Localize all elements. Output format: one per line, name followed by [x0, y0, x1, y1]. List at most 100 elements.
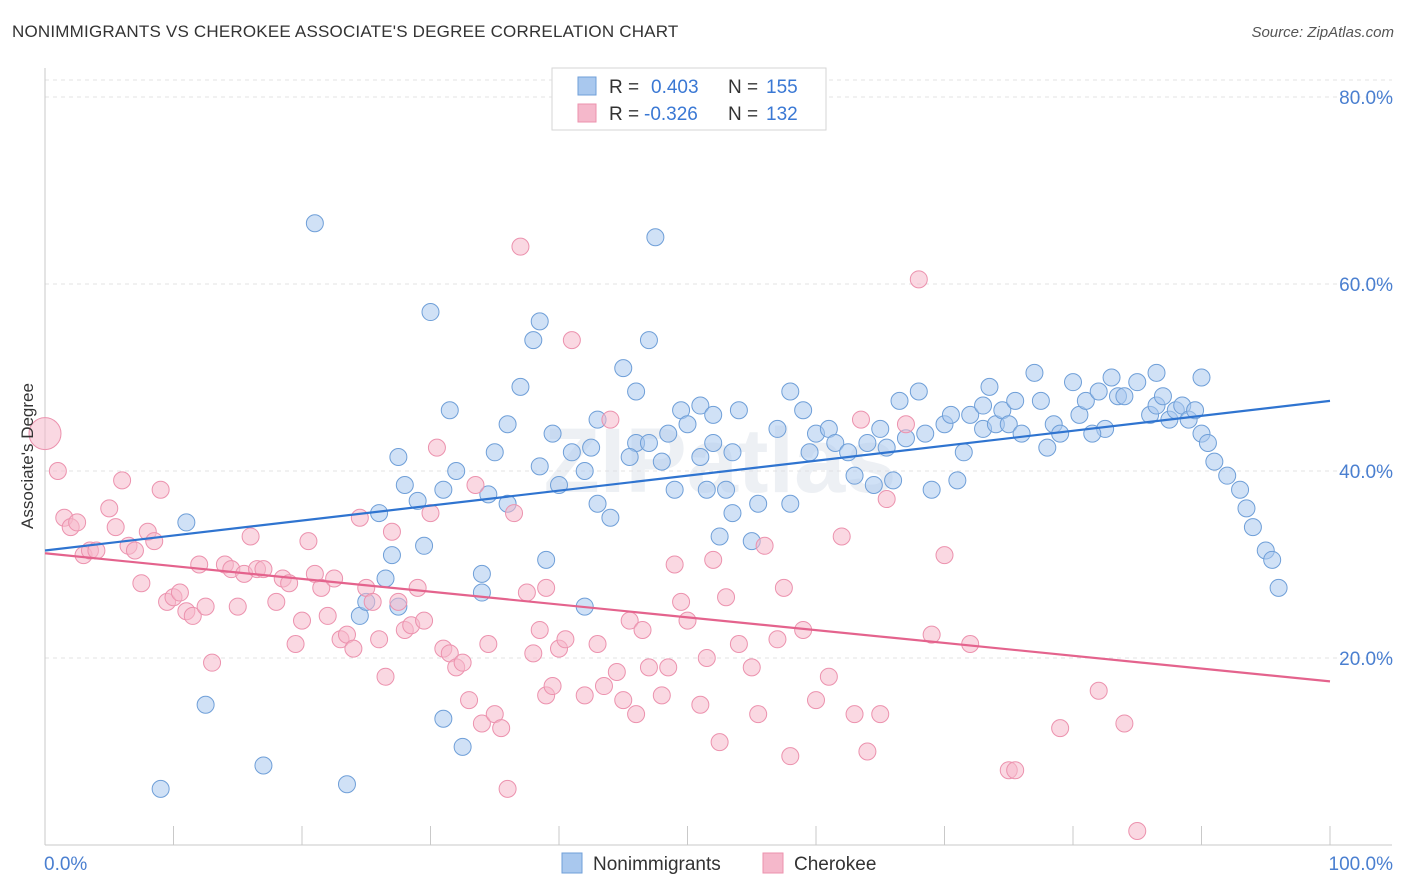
- point-nonimmigrants: [871, 419, 890, 438]
- point-nonimmigrants: [948, 471, 967, 490]
- point-nonimmigrants: [704, 405, 723, 424]
- point-nonimmigrants: [858, 433, 877, 452]
- point-cherokee: [113, 471, 132, 490]
- point-nonimmigrants: [723, 443, 742, 462]
- y-tick-labels: 20.0% 40.0% 60.0% 80.0%: [1339, 88, 1393, 670]
- point-cherokee: [293, 611, 311, 630]
- point-nonimmigrants: [729, 401, 748, 420]
- point-cherokee: [543, 677, 562, 696]
- chart-title: NONIMMIGRANTS VS CHEROKEE ASSOCIATE'S DE…: [12, 22, 679, 41]
- point-cherokee: [652, 686, 671, 705]
- point-nonimmigrants: [395, 476, 414, 495]
- point-nonimmigrants: [562, 443, 581, 462]
- x-tick-labels: 0.0% 100.0%: [44, 854, 1393, 875]
- point-cherokee: [1051, 719, 1070, 738]
- point-nonimmigrants: [382, 546, 401, 565]
- point-nonimmigrants: [652, 452, 671, 471]
- legend-label-cherokee: Cherokee: [794, 854, 876, 875]
- point-cherokee: [922, 625, 941, 644]
- point-nonimmigrants: [941, 405, 960, 424]
- point-cherokee: [704, 550, 723, 569]
- point-nonimmigrants: [582, 438, 601, 457]
- point-cherokee: [132, 574, 151, 593]
- point-cherokee: [299, 532, 318, 551]
- point-cherokee: [1006, 761, 1025, 780]
- point-cherokee: [601, 410, 620, 429]
- point-nonimmigrants: [588, 494, 607, 513]
- legend-swatch-nonimmigrants: [561, 852, 583, 874]
- point-nonimmigrants: [530, 457, 549, 476]
- axes: [44, 68, 1392, 846]
- point-nonimmigrants: [704, 433, 723, 452]
- point-cherokee: [607, 663, 626, 682]
- point-cherokee: [286, 634, 305, 653]
- point-nonimmigrants: [1038, 438, 1057, 457]
- point-cherokee: [819, 667, 838, 686]
- legend-r-label: R =: [609, 104, 639, 125]
- y-tick-label: 40.0%: [1339, 462, 1393, 483]
- point-nonimmigrants: [1102, 368, 1121, 387]
- point-nonimmigrants: [389, 447, 408, 466]
- legend-swatch-blue: [577, 76, 597, 96]
- point-cherokee: [749, 705, 768, 724]
- point-nonimmigrants: [974, 396, 993, 415]
- legend-r-label: R =: [609, 77, 639, 98]
- point-cherokee: [530, 620, 549, 639]
- point-cherokee: [106, 518, 125, 537]
- point-nonimmigrants: [1186, 401, 1205, 420]
- legend-r-value: -0.326: [644, 104, 698, 125]
- point-cherokee: [267, 592, 286, 611]
- point-nonimmigrants: [421, 303, 440, 322]
- point-cherokee: [492, 719, 511, 738]
- point-nonimmigrants: [665, 480, 684, 499]
- point-cherokee: [472, 714, 491, 733]
- point-nonimmigrants: [196, 695, 215, 714]
- source-label: Source: ZipAtlas.com: [1251, 24, 1394, 41]
- legend-n-label: N =: [728, 104, 758, 125]
- series-cherokee: [28, 237, 1147, 840]
- point-nonimmigrants: [1269, 578, 1288, 597]
- point-cherokee: [190, 555, 209, 574]
- point-cherokee: [350, 508, 369, 527]
- point-nonimmigrants: [151, 779, 170, 798]
- legend-label-nonimmigrants: Nonimmigrants: [593, 854, 721, 875]
- point-nonimmigrants: [537, 550, 556, 569]
- point-cherokee: [755, 536, 774, 555]
- point-nonimmigrants: [472, 564, 491, 583]
- point-nonimmigrants: [723, 504, 742, 523]
- point-cherokee: [498, 779, 517, 798]
- point-nonimmigrants: [961, 405, 980, 424]
- point-cherokee: [363, 592, 382, 611]
- point-cherokee: [774, 578, 793, 597]
- legend-swatch-cherokee: [762, 852, 784, 874]
- point-nonimmigrants: [639, 331, 658, 350]
- point-cherokee: [100, 499, 119, 518]
- point-cherokee: [466, 476, 485, 495]
- point-cherokee: [858, 742, 877, 761]
- trend-lines: [44, 399, 1331, 683]
- point-nonimmigrants: [1218, 466, 1237, 485]
- point-nonimmigrants: [890, 391, 909, 410]
- point-cherokee: [170, 583, 189, 602]
- y-tick-label: 20.0%: [1339, 649, 1393, 670]
- point-cherokee: [312, 578, 331, 597]
- point-nonimmigrants: [864, 476, 883, 495]
- correlation-legend: R = 0.403 N = 155 R = -0.326 N = 132: [551, 67, 827, 131]
- point-nonimmigrants: [1205, 452, 1224, 471]
- point-nonimmigrants: [620, 447, 639, 466]
- point-nonimmigrants: [749, 494, 768, 513]
- point-cherokee: [781, 747, 800, 766]
- point-nonimmigrants: [909, 382, 928, 401]
- point-cherokee: [145, 532, 164, 551]
- point-cherokee: [408, 578, 427, 597]
- point-cherokee: [697, 649, 716, 667]
- point-cherokee: [151, 480, 170, 499]
- point-nonimmigrants: [659, 424, 678, 443]
- point-nonimmigrants: [376, 569, 395, 588]
- point-cherokee: [537, 578, 556, 597]
- point-cherokee: [710, 733, 729, 752]
- point-cherokee: [415, 611, 434, 630]
- point-nonimmigrants: [999, 415, 1018, 434]
- point-nonimmigrants: [922, 480, 941, 499]
